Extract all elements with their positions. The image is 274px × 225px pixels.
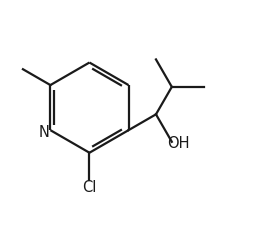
Text: N: N	[39, 125, 50, 140]
Text: Cl: Cl	[82, 180, 97, 195]
Text: OH: OH	[167, 136, 190, 151]
